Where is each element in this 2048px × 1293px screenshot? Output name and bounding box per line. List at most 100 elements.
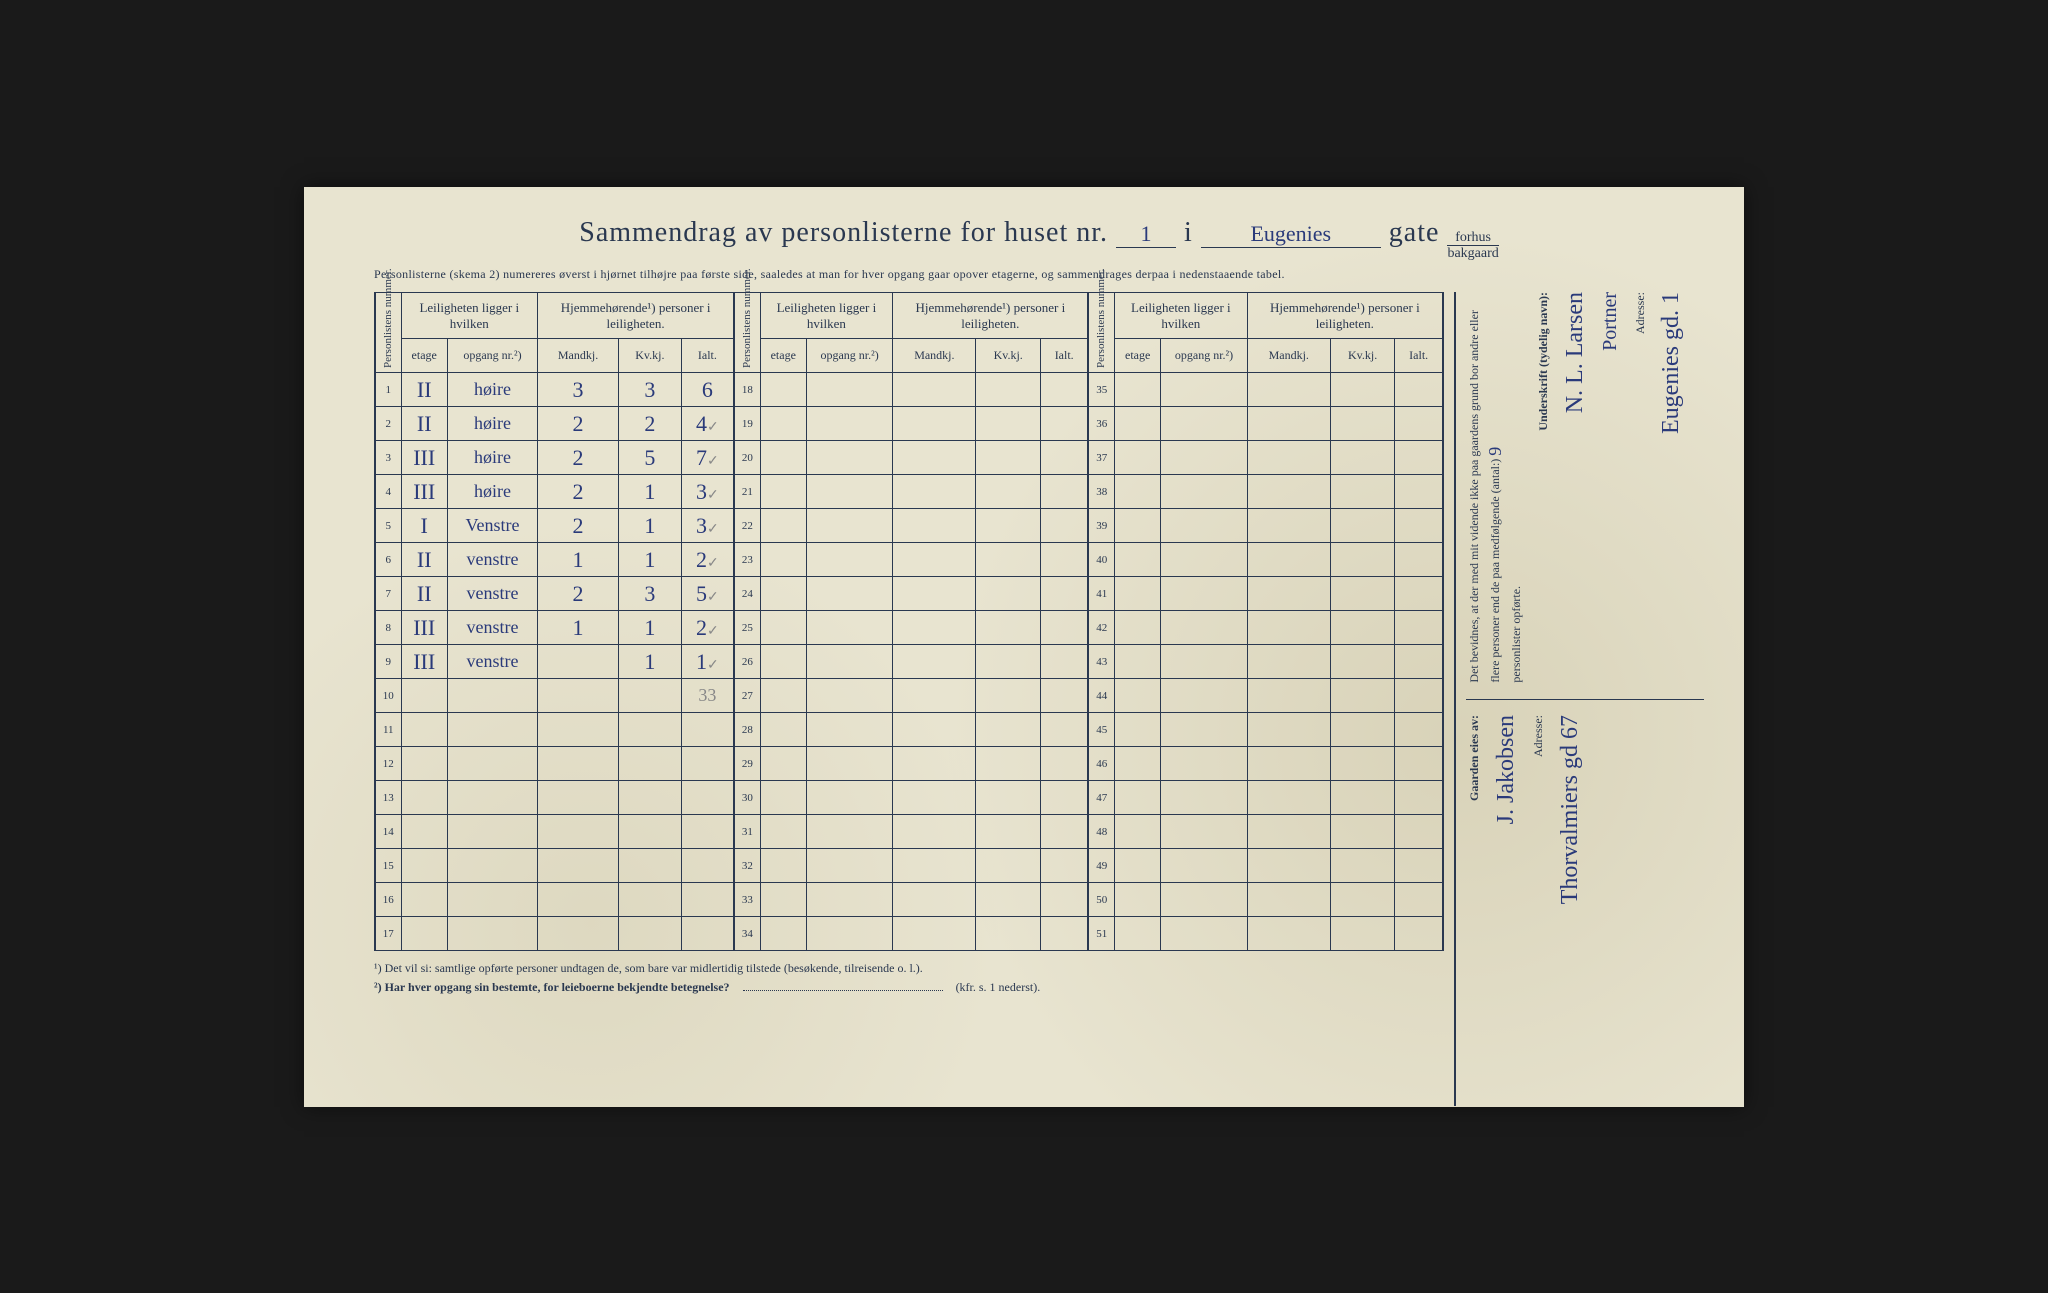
cell-empty (1161, 373, 1247, 407)
cell-empty (806, 849, 892, 883)
row-num-3: 36 (1088, 407, 1114, 441)
cell-empty (1247, 577, 1330, 611)
cell-empty (1040, 577, 1088, 611)
row-num: 16 (375, 883, 401, 917)
cell-empty (893, 543, 976, 577)
cell-empty (1114, 475, 1160, 509)
cell-empty (760, 645, 806, 679)
street-name: Eugenies (1201, 221, 1381, 248)
row-num-2: 24 (734, 577, 760, 611)
row-num-2: 20 (734, 441, 760, 475)
cell-empty (1114, 543, 1160, 577)
cell-empty (1161, 577, 1247, 611)
cell-empty (760, 883, 806, 917)
cell-empty (1395, 679, 1443, 713)
row-num-3: 43 (1088, 645, 1114, 679)
cell-empty (1161, 509, 1247, 543)
cell-empty (1395, 781, 1443, 815)
cell-empty (893, 509, 976, 543)
cell-empty (1330, 543, 1394, 577)
cell-empty (760, 611, 806, 645)
cell-empty (806, 373, 892, 407)
cell-empty (1395, 577, 1443, 611)
cell-etage (401, 815, 447, 849)
cell-empty (806, 645, 892, 679)
table-row: 9 III venstre 1 1✓ 26 43 (375, 645, 1443, 679)
row-num-3: 50 (1088, 883, 1114, 917)
table-row: 3 III høire 2 5 7✓ 20 37 (375, 441, 1443, 475)
census-table: Personlistens nummer. Leiligheten ligger… (374, 292, 1444, 951)
cell-empty (1330, 849, 1394, 883)
cell-empty (1114, 441, 1160, 475)
cell-empty (1247, 679, 1330, 713)
cell-empty (976, 407, 1040, 441)
cell-etage (401, 747, 447, 781)
row-num-2: 30 (734, 781, 760, 815)
cell-opgang: venstre (447, 543, 537, 577)
row-num: 17 (375, 917, 401, 951)
cell-empty (1040, 883, 1088, 917)
cell-empty (806, 441, 892, 475)
cell-empty (1330, 747, 1394, 781)
cell-kvkj (619, 747, 682, 781)
cell-mandkj (538, 883, 619, 917)
cell-empty (893, 917, 976, 951)
right-sidebar: Det bevidnes, at der med mit vidende ikk… (1454, 292, 1704, 1106)
cell-empty (1247, 747, 1330, 781)
row-num: 4 (375, 475, 401, 509)
cell-empty (806, 815, 892, 849)
cell-kvkj (619, 713, 682, 747)
cell-empty (1161, 679, 1247, 713)
title-prefix: Sammendrag av personlisterne for huset n… (579, 217, 1108, 249)
cell-ialt (681, 917, 734, 951)
cell-empty (893, 441, 976, 475)
row-num-3: 37 (1088, 441, 1114, 475)
cell-empty (1040, 441, 1088, 475)
cell-empty (1330, 441, 1394, 475)
cell-mandkj (538, 781, 619, 815)
cell-mandkj (538, 747, 619, 781)
row-num-2: 25 (734, 611, 760, 645)
cell-empty (1040, 373, 1088, 407)
table-row: 17 34 51 (375, 917, 1443, 951)
cell-empty (1395, 747, 1443, 781)
cell-empty (806, 713, 892, 747)
table-row: 14 31 48 (375, 815, 1443, 849)
cell-opgang: Venstre (447, 509, 537, 543)
cell-empty (1161, 713, 1247, 747)
col-ialt-3: Ialt. (1395, 338, 1443, 372)
row-num-2: 26 (734, 645, 760, 679)
cell-opgang (447, 849, 537, 883)
adresse-value-bot: Thorvalmiers gd 67 (1557, 715, 1584, 904)
col-personlistens-2: Personlistens nummer. (734, 293, 760, 373)
cell-empty (806, 509, 892, 543)
cell-ialt (681, 713, 734, 747)
cell-kvkj: 1 (619, 543, 682, 577)
cell-etage: III (401, 645, 447, 679)
row-num-2: 19 (734, 407, 760, 441)
row-num-3: 40 (1088, 543, 1114, 577)
table-body: 1 II høire 3 3 6 18 35 2 II høire 2 2 4✓… (375, 373, 1443, 951)
cell-empty (1330, 373, 1394, 407)
underskrift-role: Portner (1599, 292, 1622, 351)
cell-empty (1330, 883, 1394, 917)
cell-ialt (681, 747, 734, 781)
cell-empty (760, 509, 806, 543)
row-num-3: 49 (1088, 849, 1114, 883)
cell-empty (806, 407, 892, 441)
cell-empty (760, 441, 806, 475)
cell-empty (1330, 917, 1394, 951)
col-personlistens: Personlistens nummer. (375, 293, 401, 373)
cell-empty (893, 475, 976, 509)
cell-etage: II (401, 373, 447, 407)
cell-empty (1114, 849, 1160, 883)
cell-empty (1040, 917, 1088, 951)
cell-empty (1161, 747, 1247, 781)
row-num-3: 35 (1088, 373, 1114, 407)
cell-empty (1040, 509, 1088, 543)
cell-kvkj: 5 (619, 441, 682, 475)
cell-empty (1247, 475, 1330, 509)
cell-empty (1040, 747, 1088, 781)
cell-empty (1395, 543, 1443, 577)
cell-empty (1114, 713, 1160, 747)
